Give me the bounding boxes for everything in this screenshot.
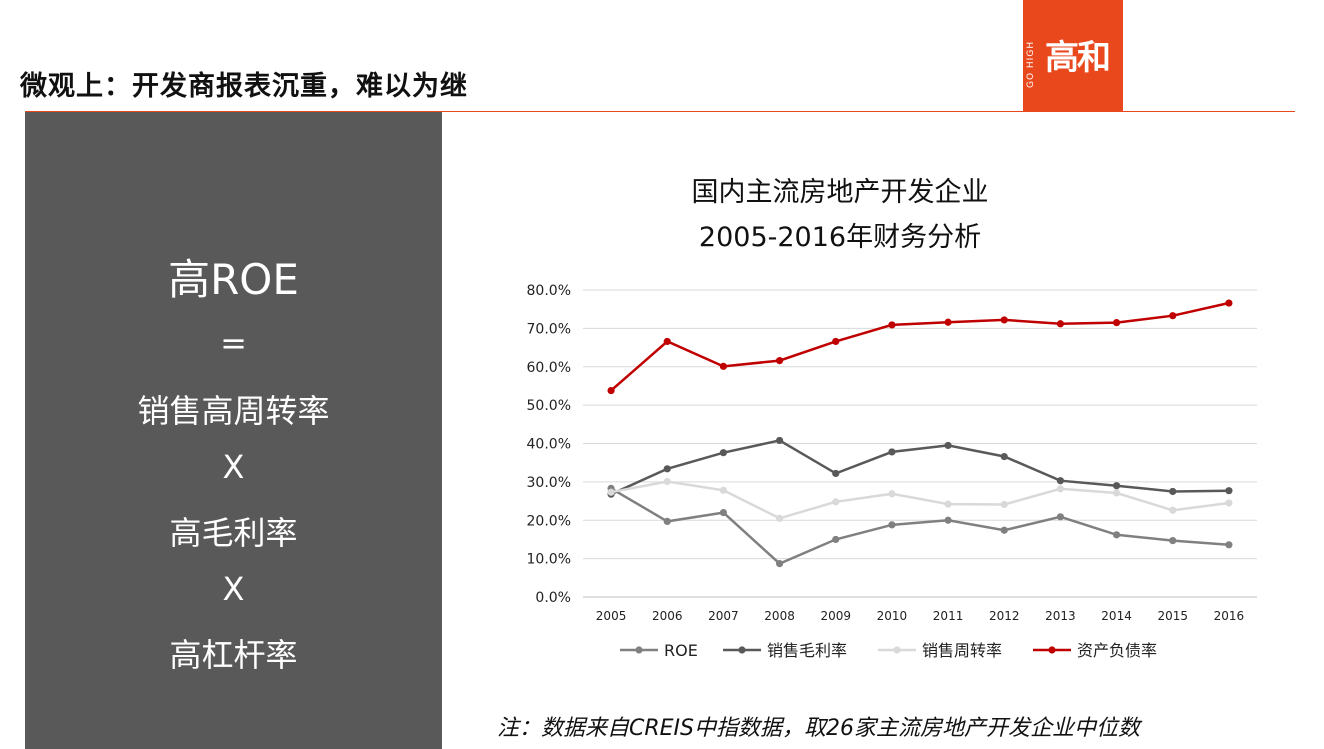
data-point [775,514,784,522]
x-tick-label: 2011 [933,609,964,623]
data-point [1056,513,1065,521]
data-point [1056,477,1065,485]
y-tick-label: 50.0% [527,398,571,414]
data-point [888,448,896,456]
data-point [1169,536,1177,545]
data-point [1169,487,1177,496]
data-point [944,441,952,450]
x-tick-label: 2007 [708,609,739,623]
brand-logo: GO HIGH 高和 [1023,0,1123,111]
data-point [888,321,896,329]
data-point [1000,316,1008,324]
series-line [610,439,1229,496]
legend-label: 资产负债率 [1077,641,1157,660]
data-point [832,498,840,506]
legend-label: 销售周转率 [922,641,1002,660]
data-point [1056,485,1065,493]
data-point [775,436,784,445]
y-tick-label: 0.0% [535,590,571,606]
data-point [663,477,671,486]
data-point [832,469,840,478]
data-point [1225,299,1233,307]
data-point [832,535,840,544]
series-line [610,301,1230,392]
data-point [944,318,952,326]
x-tick-label: 2005 [596,609,627,623]
y-tick-label: 10.0% [527,552,571,568]
x-tick-label: 2010 [877,609,908,623]
y-tick-label: 60.0% [527,360,571,376]
data-point [607,386,615,395]
data-point [1112,482,1121,490]
data-point [1225,487,1233,495]
data-point [832,337,840,346]
x-tick-label: 2013 [1045,609,1076,623]
x-tick-label: 2006 [652,609,683,623]
chart-title-line2: 2005-2016年财务分析 [698,222,982,253]
legend-label: ROE [664,641,698,660]
chart-title-line1: 国内主流房地产开发企业 [691,177,989,208]
data-point [607,488,615,496]
x-tick-label: 2012 [989,609,1020,623]
legend-marker [1048,646,1056,654]
formula-line-high-roe: 高ROE [168,255,299,304]
series-line [610,480,1230,520]
data-point [719,486,728,494]
x-tick-label: 2016 [1214,609,1245,623]
y-tick-label: 30.0% [527,475,571,491]
logo-text: 高和 [1045,38,1111,78]
data-point [1112,531,1121,539]
data-point [1056,320,1065,328]
data-point [1169,506,1177,514]
data-point [719,508,728,517]
data-point [888,521,896,529]
formula-line-leverage: 高杠杆率 [169,636,298,674]
formula-panel: 高ROE = 销售高周转率 X 高毛利率 X 高杠杆率 [25,112,442,749]
y-tick-label: 80.0% [527,283,571,299]
formula-line-sales-turnover: 销售高周转率 [137,392,330,430]
data-point [944,516,952,524]
legend-label: 销售毛利率 [767,641,847,660]
data-point [1225,499,1233,507]
x-tick-label: 2014 [1101,609,1132,623]
data-point [1000,500,1008,509]
footnote: 注：数据来自CREIS中指数据，取26家主流房地产开发企业中位数 [497,716,1140,741]
data-point [1112,319,1121,327]
data-point [1000,452,1008,461]
header-divider [25,111,1295,112]
data-point [1169,312,1177,320]
formula-line-times-1: X [222,448,245,486]
data-point [719,449,728,457]
page-title: 微观上：开发商报表沉重，难以为继 [20,71,468,102]
data-point [944,500,952,508]
legend-marker [635,646,643,654]
formula-line-times-2: X [222,570,245,608]
data-point [775,357,784,365]
data-point [1112,489,1121,497]
data-point [663,517,671,526]
series-line [610,487,1229,566]
data-point [1225,541,1233,549]
data-point [719,362,728,370]
y-tick-label: 20.0% [527,513,571,529]
y-tick-label: 70.0% [527,321,571,337]
x-tick-label: 2008 [764,609,795,623]
data-point [663,337,671,346]
data-point [775,560,784,568]
data-point [663,465,671,473]
x-tick-label: 2009 [820,609,851,623]
formula-line-gross-margin: 高毛利率 [169,514,298,552]
formula-line-equals: = [220,324,247,362]
data-point [1000,526,1008,534]
legend-marker [738,646,746,654]
data-point [888,490,896,498]
y-tick-label: 40.0% [527,437,571,453]
x-tick-label: 2015 [1157,609,1188,623]
legend-marker [893,646,901,654]
